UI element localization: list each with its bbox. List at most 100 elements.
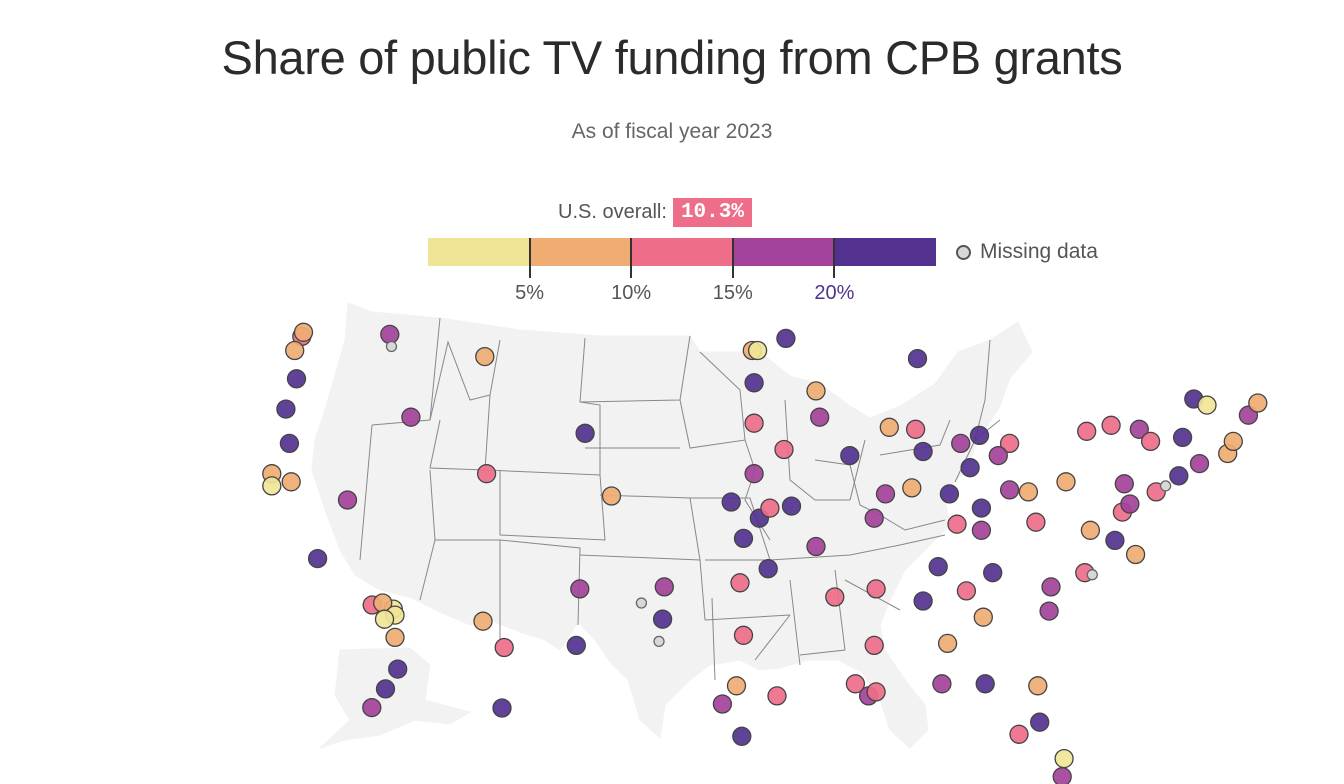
station-marker <box>767 686 787 706</box>
station-marker <box>307 548 328 569</box>
missing-data-label: Missing data <box>980 240 1098 263</box>
station-marker <box>575 423 595 443</box>
station-marker <box>864 508 884 528</box>
color-legend <box>428 238 936 266</box>
station-marker-missing <box>1086 569 1098 581</box>
station-marker <box>913 441 933 462</box>
station-marker <box>776 328 796 349</box>
legend-bin-4 <box>834 238 936 266</box>
station-marker <box>385 627 405 648</box>
station-marker <box>758 559 778 579</box>
station-marker <box>286 369 307 389</box>
station-marker <box>907 348 928 369</box>
us-overall: U.S. overall: 10.3% <box>558 198 752 227</box>
station-marker <box>810 407 830 427</box>
station-marker <box>913 591 933 611</box>
station-marker <box>845 674 866 694</box>
station-marker <box>726 676 747 696</box>
missing-data-swatch <box>956 244 971 260</box>
station-marker <box>1041 577 1061 597</box>
station-marker <box>1101 415 1121 435</box>
station-marker <box>1077 421 1097 441</box>
station-marker <box>971 498 992 518</box>
station-marker <box>374 609 395 629</box>
station-marker <box>1105 530 1125 551</box>
station-marker <box>902 478 922 498</box>
station-marker <box>285 340 305 361</box>
legend-bin-2 <box>631 238 733 266</box>
station-marker <box>1172 427 1193 448</box>
legend-tick <box>528 238 531 278</box>
legend-tick-label: 10% <box>611 282 652 304</box>
station-marker-missing <box>635 597 648 609</box>
station-marker <box>293 322 314 342</box>
station-marker <box>494 637 514 658</box>
station-marker <box>999 480 1020 500</box>
station-marker <box>1028 676 1048 696</box>
station-marker <box>1056 472 1076 492</box>
station-marker <box>380 324 400 345</box>
station-marker <box>652 609 673 629</box>
station-marker <box>262 476 282 496</box>
station-marker <box>566 635 586 656</box>
station-marker <box>473 611 493 631</box>
station-marker <box>712 694 733 714</box>
station-marker <box>1009 724 1029 744</box>
contiguous-us-shape <box>311 302 1033 749</box>
station-marker <box>1197 395 1217 415</box>
station-marker <box>279 433 300 454</box>
station-marker <box>879 417 899 437</box>
station-marker <box>969 425 990 446</box>
station-marker <box>1080 520 1101 540</box>
station-marker <box>999 433 1020 454</box>
us-overall-label: U.S. overall: <box>558 201 667 223</box>
station-marker <box>975 674 995 694</box>
station-marker <box>866 682 886 702</box>
station-marker <box>730 573 750 593</box>
station-marker <box>1052 767 1072 784</box>
station-marker <box>806 536 826 557</box>
station-marker <box>1223 431 1243 452</box>
alaska-shape <box>319 647 472 749</box>
station-marker <box>956 581 977 601</box>
station-marker <box>570 579 590 599</box>
station-marker <box>475 346 495 367</box>
station-marker <box>875 484 896 504</box>
station-marker <box>492 698 512 718</box>
station-marker <box>806 381 826 401</box>
legend-tick <box>630 238 633 278</box>
legend-tick-label: 20% <box>814 282 855 304</box>
station-marker <box>1248 393 1268 413</box>
station-marker <box>973 607 993 627</box>
us-overall-value: 10.3% <box>672 198 752 227</box>
station-marker <box>947 514 967 534</box>
station-marker <box>971 520 992 540</box>
station-marker <box>1125 544 1146 565</box>
station-marker <box>866 579 886 599</box>
station-marker <box>388 659 408 679</box>
station-marker <box>1129 419 1149 439</box>
legend-bin-0 <box>428 238 530 266</box>
us-basemap <box>311 302 1033 749</box>
station-marker <box>864 635 884 656</box>
station-marker <box>747 340 768 361</box>
station-marker <box>1039 601 1059 621</box>
station-marker <box>654 577 674 597</box>
station-marker <box>1114 474 1134 494</box>
legend-tick <box>833 238 836 278</box>
station-marker <box>601 486 622 506</box>
station-marker <box>774 439 794 460</box>
station-marker <box>1120 494 1140 514</box>
station-marker <box>476 464 497 484</box>
station-marker <box>744 464 764 484</box>
station-marker <box>733 625 754 645</box>
missing-data-legend: Missing data <box>956 240 1098 264</box>
chart-title: Share of public TV funding from CPB gran… <box>221 31 1123 84</box>
station-marker <box>840 445 860 466</box>
legend-tick-label: 5% <box>515 282 545 304</box>
station-marker <box>281 472 301 492</box>
station-markers <box>262 322 1268 784</box>
station-marker <box>1140 431 1161 452</box>
station-marker <box>1030 712 1050 732</box>
